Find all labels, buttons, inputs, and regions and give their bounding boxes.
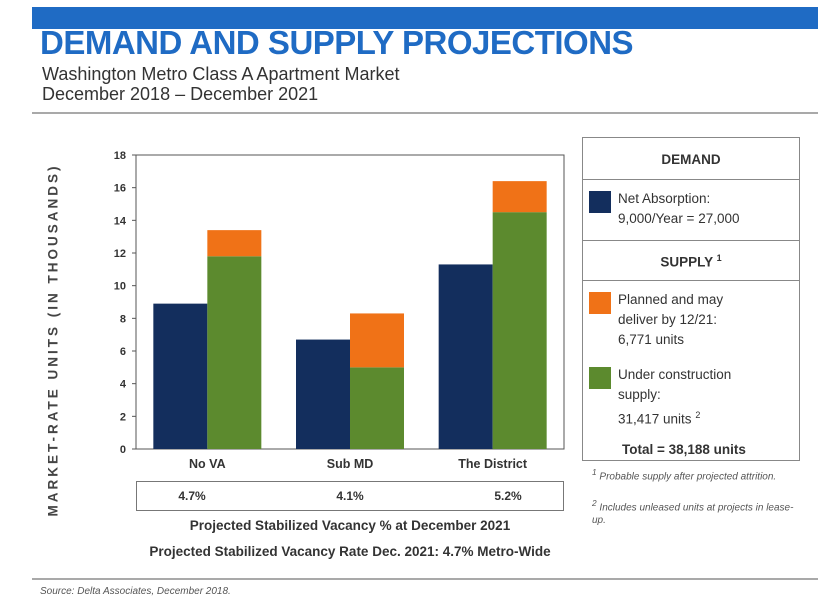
x-tick-label: No VA [189, 457, 226, 471]
y-tick-label: 18 [114, 150, 126, 162]
net-absorption-swatch [589, 191, 611, 213]
y-tick-label: 0 [120, 444, 126, 456]
legend-divider [583, 240, 799, 241]
bar-segment [207, 256, 262, 449]
vacancy-sub-md: 4.1% [336, 489, 364, 503]
under-construction-swatch [589, 367, 611, 389]
under-construction-label: Under construction supply: 31,417 units … [618, 367, 732, 427]
legend-divider [583, 280, 799, 281]
top-divider [32, 112, 818, 114]
y-tick-label: 2 [120, 411, 126, 423]
date-range: December 2018 – December 2021 [42, 84, 319, 104]
bar-segment [350, 367, 404, 449]
vacancy-table [136, 481, 564, 511]
metro-vacancy-caption: Projected Stabilized Vacancy Rate Dec. 2… [149, 544, 551, 559]
bar-segment [350, 313, 404, 368]
x-tick-label: Sub MD [327, 457, 374, 471]
x-tick-label: The District [458, 457, 528, 471]
bar-segment [153, 303, 208, 449]
source-note: Source: Delta Associates, December 2018. [40, 586, 231, 597]
header-bar [32, 7, 818, 29]
bottom-divider [32, 578, 818, 580]
bar-segment [296, 339, 350, 449]
planned-label: Planned and may deliver by 12/21: 6,771 … [618, 292, 724, 347]
planned-swatch [589, 292, 611, 314]
vacancy-district: 5.2% [494, 489, 522, 503]
vacancy-no-va: 4.7% [178, 489, 206, 503]
total-supply: Total = 38,188 units [622, 442, 746, 457]
footnote-1: 1 Probable supply after projected attrit… [592, 467, 777, 483]
demand-heading: DEMAND [661, 152, 721, 167]
y-tick-label: 8 [120, 313, 126, 325]
y-tick-label: 16 [114, 183, 126, 195]
page-title: DEMAND AND SUPPLY PROJECTIONS [40, 24, 634, 61]
legend-panel: DEMAND Net Absorption: 9,000/Year = 27,0… [582, 137, 800, 461]
bar-segment [492, 181, 547, 213]
page-subtitle: Washington Metro Class A Apartment Marke… [42, 64, 400, 84]
legend-divider [583, 179, 799, 180]
y-tick-label: 12 [114, 248, 126, 260]
y-tick-label: 6 [120, 346, 126, 358]
vacancy-caption: Projected Stabilized Vacancy % at Decemb… [189, 518, 511, 533]
y-tick-label: 14 [114, 215, 127, 227]
bar-segment [438, 264, 493, 449]
y-tick-label: 4 [120, 379, 127, 391]
supply-heading: SUPPLY 1 [660, 253, 722, 270]
bar-segment [492, 212, 547, 449]
net-absorption-label: Net Absorption: 9,000/Year = 27,000 [618, 191, 740, 226]
footnote-2: 2 Includes unleased units at projects in… [592, 498, 794, 527]
bar-segment [207, 230, 262, 257]
y-tick-label: 10 [114, 281, 126, 293]
